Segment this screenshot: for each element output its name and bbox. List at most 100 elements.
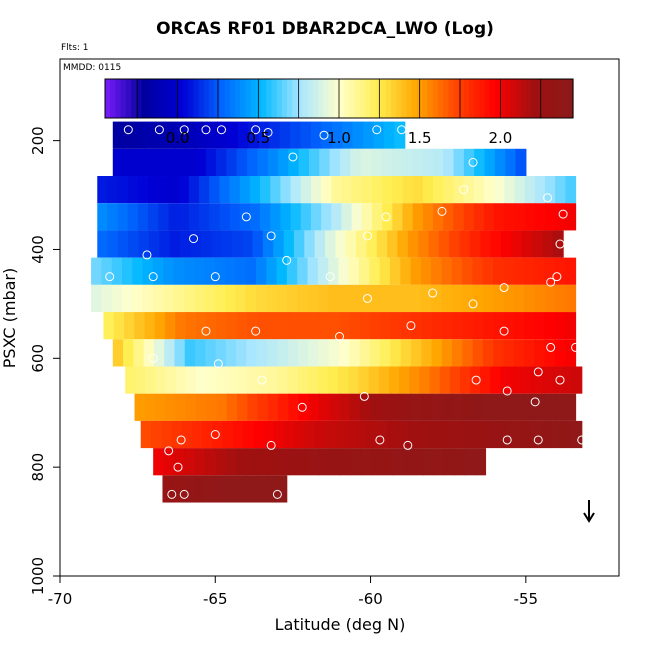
colorbar-swatch-13 bbox=[172, 79, 179, 118]
heatmap-cell-11-37 bbox=[520, 420, 532, 449]
heatmap-cell-5-21 bbox=[307, 257, 319, 285]
y-tick-label: 200 bbox=[29, 126, 47, 155]
colorbar-swatch-71 bbox=[474, 79, 480, 118]
heatmap-cell-7-27 bbox=[380, 312, 392, 340]
heatmap-cell-8-3 bbox=[143, 339, 155, 367]
colorbar-swatch-38 bbox=[302, 79, 309, 118]
heatmap-cell-10-0 bbox=[134, 393, 146, 421]
heatmap-cell-10-38 bbox=[524, 393, 536, 421]
heatmap-cell-6-5 bbox=[142, 284, 154, 313]
heatmap-cell-10-12 bbox=[257, 393, 269, 421]
heatmap-cell-4-16 bbox=[262, 230, 274, 258]
colorbar-swatch-86 bbox=[552, 79, 558, 118]
heatmap-cell-9-4 bbox=[165, 366, 177, 394]
heatmap-cell-6-12 bbox=[214, 284, 226, 313]
heatmap-cell-12-4 bbox=[194, 448, 206, 476]
heatmap-cell-2-24 bbox=[341, 176, 353, 204]
heatmap-cell-12-1 bbox=[163, 448, 175, 476]
heatmap-cell-2-23 bbox=[331, 176, 343, 204]
heatmap-cell-12-31 bbox=[475, 448, 487, 476]
colorbar-swatch-25 bbox=[235, 79, 241, 118]
heatmap-cell-1-2 bbox=[133, 148, 145, 176]
heatmap-cell-12-23 bbox=[392, 448, 403, 476]
heatmap-cell-7-0 bbox=[103, 312, 115, 340]
heatmap-cell-11-19 bbox=[335, 420, 347, 449]
heatmap-cell-3-46 bbox=[565, 203, 577, 231]
observation-point-28 bbox=[555, 239, 565, 249]
observation-point-64 bbox=[272, 489, 282, 499]
colorbar-swatch-52 bbox=[375, 79, 382, 118]
heatmap-cell-4-31 bbox=[418, 230, 430, 258]
heatmap-cell-11-13 bbox=[274, 420, 285, 449]
observation-point-55 bbox=[375, 435, 385, 445]
heatmap-cell-3-3 bbox=[127, 203, 139, 231]
heatmap-cell-4-5 bbox=[149, 230, 160, 258]
heatmap-cell-3-6 bbox=[158, 203, 170, 231]
observation-point-26 bbox=[499, 283, 509, 293]
colorbar-tick-label: 0.5 bbox=[246, 129, 270, 147]
heatmap-cell-7-32 bbox=[431, 312, 443, 340]
heatmap-cell-10-18 bbox=[319, 393, 330, 421]
heatmap-cell-2-29 bbox=[392, 176, 404, 204]
heatmap-cell-5-15 bbox=[245, 257, 257, 285]
heatmap-cell-3-24 bbox=[341, 203, 353, 231]
heatmap-cell-10-42 bbox=[565, 393, 577, 421]
colorbar-swatch-5 bbox=[131, 79, 137, 118]
heatmap-cell-0-17 bbox=[290, 121, 302, 149]
heatmap-cell-5-23 bbox=[328, 257, 340, 285]
colorbar-swatch-17 bbox=[193, 79, 200, 118]
heatmap-cell-1-31 bbox=[432, 148, 444, 176]
observation-point-56 bbox=[403, 440, 413, 450]
heatmap-cell-7-11 bbox=[216, 312, 228, 340]
observation-point-62 bbox=[167, 489, 177, 499]
heatmap-cell-6-8 bbox=[173, 284, 185, 313]
heatmap-cell-10-10 bbox=[237, 393, 248, 421]
heatmap-cell-8-17 bbox=[287, 339, 299, 367]
heatmap-cell-6-29 bbox=[389, 284, 401, 313]
colorbar-swatch-42 bbox=[323, 79, 330, 118]
heatmap-cell-9-43 bbox=[561, 366, 573, 394]
heatmap-cell-2-35 bbox=[453, 176, 465, 204]
heatmap-cell-4-27 bbox=[376, 230, 388, 258]
heatmap-cell-2-19 bbox=[290, 176, 302, 204]
colorbar-swatch-35 bbox=[287, 79, 293, 118]
heatmap-cell-5-31 bbox=[410, 257, 422, 285]
heatmap-cell-9-38 bbox=[510, 366, 522, 394]
heatmap-cell-4-30 bbox=[407, 230, 419, 258]
heatmap-cell-12-26 bbox=[423, 448, 435, 476]
heatmap-cell-6-42 bbox=[523, 284, 535, 313]
colorbar-swatch-44 bbox=[333, 79, 340, 118]
heatmap-cell-5-29 bbox=[389, 257, 401, 285]
heatmap-cell-9-1 bbox=[135, 366, 147, 394]
heatmap-cell-8-4 bbox=[153, 339, 165, 367]
heatmap-cell-9-34 bbox=[470, 366, 481, 394]
colorbar-swatch-31 bbox=[266, 79, 272, 118]
heatmap-cell-1-11 bbox=[226, 148, 238, 176]
heatmap-cell-9-22 bbox=[348, 366, 360, 394]
heatmap-cell-5-25 bbox=[348, 257, 360, 285]
observation-point-46 bbox=[471, 375, 481, 385]
heatmap-cell-8-10 bbox=[215, 339, 227, 367]
heatmap-cell-5-40 bbox=[503, 257, 515, 285]
heatmap-cell-5-0 bbox=[91, 257, 102, 285]
heatmap-cell-7-41 bbox=[524, 312, 536, 340]
heatmap-cell-5-7 bbox=[163, 257, 175, 285]
heatmap-cell-7-16 bbox=[267, 312, 279, 340]
heatmap-cell-1-17 bbox=[288, 148, 300, 176]
heatmap-cell-9-7 bbox=[196, 366, 207, 394]
heatmap-cell-5-45 bbox=[554, 257, 566, 285]
heatmap-cell-6-43 bbox=[534, 284, 546, 313]
heatmap-cell-4-11 bbox=[211, 230, 223, 258]
colorbar-swatch-64 bbox=[437, 79, 444, 118]
y-tick-label: 800 bbox=[29, 453, 47, 482]
heatmap-cell-1-29 bbox=[412, 148, 424, 176]
heatmap-cell-10-41 bbox=[555, 393, 566, 421]
heatmap-cell-10-31 bbox=[452, 393, 464, 421]
heatmap-cell-5-16 bbox=[255, 257, 267, 285]
heatmap-cell-2-32 bbox=[422, 176, 434, 204]
observation-point-18 bbox=[241, 212, 251, 222]
colorbar-tick-label: 1.5 bbox=[408, 129, 432, 147]
heatmap-cell-6-40 bbox=[503, 284, 515, 313]
heatmap-cell-1-26 bbox=[381, 148, 393, 176]
heatmap-cell-1-24 bbox=[360, 148, 372, 176]
